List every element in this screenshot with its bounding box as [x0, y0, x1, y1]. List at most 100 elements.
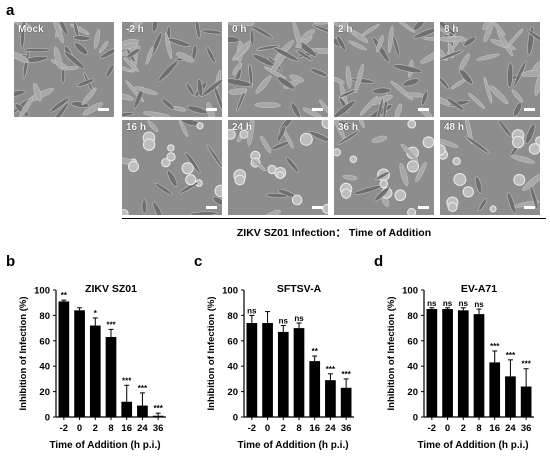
- x-tick-label: 0: [265, 423, 270, 434]
- y-tick-label: 40: [407, 362, 418, 373]
- significance-label: ***: [490, 342, 500, 351]
- x-tick-label: 0: [445, 423, 450, 434]
- x-tick-label: 16: [489, 423, 500, 434]
- bar: [489, 362, 501, 417]
- x-axis-label: Time of Addition (h p.i.): [49, 440, 160, 451]
- significance-label: *: [94, 309, 98, 318]
- x-axis-label: Time of Addition (h p.i.): [417, 440, 528, 451]
- panel-letter: d: [374, 253, 383, 270]
- y-tick-label: 80: [39, 311, 50, 322]
- significance-label: **: [61, 291, 68, 300]
- bar: [457, 310, 469, 417]
- scale-bar: [312, 108, 323, 111]
- significance-label: ***: [506, 351, 516, 360]
- micrograph-label: Mock: [18, 24, 44, 35]
- significance-label: ns: [294, 314, 304, 323]
- y-tick-label: 100: [34, 286, 50, 297]
- chart-zikv: b ZIKV SZ01 0 20 40 60 80 100 Inhibition of Infe…: [2, 250, 182, 459]
- significance-label: ***: [138, 384, 148, 393]
- bar: [473, 314, 485, 417]
- x-tick-label: 24: [325, 423, 336, 434]
- bar: [293, 328, 305, 417]
- micrograph-label: 8 h: [444, 24, 459, 35]
- scale-bar: [524, 206, 535, 209]
- x-tick-label: 2: [93, 423, 98, 434]
- x-tick-label: 8: [296, 423, 301, 434]
- significance-label: ns: [474, 300, 484, 309]
- bar: [426, 309, 438, 417]
- scale-bar: [206, 206, 217, 209]
- significance-label: ***: [122, 376, 132, 385]
- y-axis-label: Inhibition of Infection (%): [386, 297, 397, 411]
- bar: [340, 387, 352, 417]
- y-tick-label: 20: [407, 387, 418, 398]
- micrograph-4: 8 h: [440, 22, 540, 117]
- significance-label: ***: [106, 320, 116, 329]
- chart-title: SFTSV-A: [277, 283, 322, 295]
- significance-label: **: [312, 347, 319, 356]
- x-tick-label: 24: [137, 423, 148, 434]
- micrograph-3: 2 h: [334, 22, 434, 117]
- panel-letter: b: [6, 253, 15, 270]
- x-tick-label: 16: [121, 423, 132, 434]
- y-tick-label: 100: [402, 286, 418, 297]
- micrograph-label: -2 h: [126, 24, 144, 35]
- significance-label: ***: [521, 360, 531, 369]
- chart-eva71: d EV-A71 0 20 40 60 80 100 Inhibition of Infecti…: [370, 250, 550, 459]
- bar: [277, 331, 289, 417]
- y-axis-label: Inhibition of Infection (%): [18, 297, 29, 411]
- micrograph-7: 36 h: [334, 120, 434, 215]
- micrograph-label: 0 h: [232, 24, 247, 35]
- significance-label: ***: [341, 370, 351, 379]
- x-tick-label: 36: [153, 423, 164, 434]
- micrograph-2: 0 h: [228, 22, 328, 117]
- y-tick-label: 40: [227, 362, 238, 373]
- y-tick-label: 20: [227, 387, 238, 398]
- scale-bar: [206, 108, 217, 111]
- y-axis-label: Inhibition of Infection (%): [206, 297, 217, 411]
- scale-bar: [312, 206, 323, 209]
- y-tick-label: 60: [407, 336, 418, 347]
- micrograph-6: 24 h: [228, 120, 328, 215]
- y-tick-label: 80: [227, 311, 238, 322]
- bar: [520, 386, 532, 417]
- micrograph-label: 24 h: [232, 122, 253, 133]
- scale-bar: [418, 108, 429, 111]
- micrograph-0: Mock: [14, 22, 114, 117]
- y-tick-label: 40: [39, 362, 50, 373]
- chart-sftsv: c SFTSV-A 0 20 40 60 80 100 Inhibition of Infect…: [190, 250, 370, 459]
- bar: [137, 405, 148, 417]
- bar: [262, 323, 273, 417]
- panel-letter: c: [194, 253, 202, 270]
- bar: [58, 301, 70, 417]
- time-of-addition-bracket: [122, 218, 546, 219]
- significance-label: ns: [279, 317, 289, 326]
- scale-bar: [98, 108, 109, 111]
- x-tick-label: 2: [281, 423, 286, 434]
- x-axis-label: Time of Addition (h p.i.): [237, 440, 348, 451]
- bar: [152, 415, 164, 417]
- significance-label: ns: [459, 299, 469, 308]
- time-of-addition-caption: ZIKV SZ01 Infection： Time of Addition: [236, 227, 432, 239]
- x-tick-label: -2: [248, 423, 256, 434]
- x-tick-label: 2: [461, 423, 466, 434]
- scale-bar: [524, 108, 535, 111]
- y-tick-label: 60: [39, 336, 50, 347]
- significance-label: ***: [326, 365, 336, 374]
- x-tick-label: 8: [476, 423, 481, 434]
- bar: [505, 376, 516, 417]
- x-tick-label: 36: [521, 423, 532, 434]
- y-tick-label: 60: [227, 336, 238, 347]
- x-tick-label: -2: [60, 423, 68, 434]
- micrograph-1: -2 h: [122, 22, 222, 117]
- x-tick-label: 24: [505, 423, 516, 434]
- bar: [442, 309, 453, 417]
- bar: [89, 325, 101, 417]
- bar: [105, 336, 117, 417]
- bar: [246, 323, 258, 417]
- bar: [325, 380, 336, 417]
- significance-label: ns: [247, 306, 257, 315]
